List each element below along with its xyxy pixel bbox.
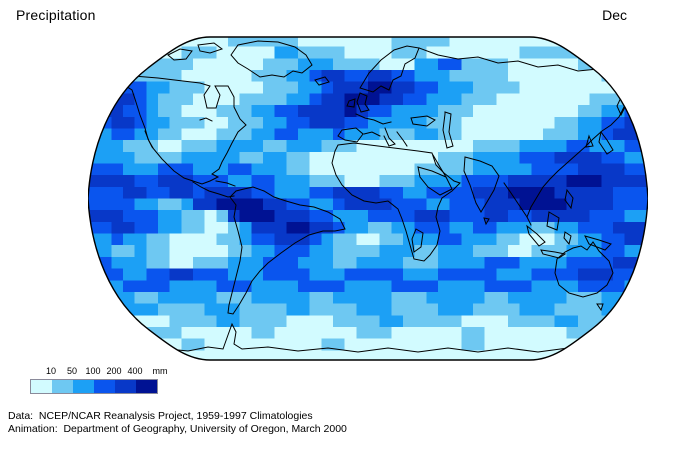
legend-tick-label: 10 xyxy=(45,366,57,376)
legend-tick-label: 50 xyxy=(66,366,78,376)
credit-data-line: Data: NCEP/NCAR Reanalysis Project, 1959… xyxy=(8,410,313,422)
coastlines xyxy=(97,40,644,354)
legend-tick-label: 400 xyxy=(127,366,143,376)
page-title: Precipitation xyxy=(16,7,96,23)
legend-unit-label: mm xyxy=(152,366,168,376)
credit-animation-line: Animation: Department of Geography, Univ… xyxy=(8,423,347,435)
coastline-overlay xyxy=(88,36,648,361)
legend-swatch xyxy=(115,380,136,393)
legend-ticks: 10 50 100 200 400 mm xyxy=(30,366,250,377)
legend-swatch xyxy=(73,380,94,393)
legend-tick-label: 100 xyxy=(85,366,101,376)
legend-swatch xyxy=(94,380,115,393)
precipitation-raster xyxy=(88,35,648,362)
legend-tick-label: 200 xyxy=(106,366,122,376)
legend-bar xyxy=(30,379,158,394)
credits: Data: NCEP/NCAR Reanalysis Project, 1959… xyxy=(8,410,347,436)
legend-swatch xyxy=(52,380,73,393)
month-label: Dec xyxy=(602,7,627,23)
legend-swatch xyxy=(31,380,52,393)
precipitation-legend: 10 50 100 200 400 mm xyxy=(30,366,250,396)
world-precipitation-map xyxy=(88,35,648,362)
map-outline xyxy=(88,36,648,361)
legend-swatch xyxy=(136,380,157,393)
